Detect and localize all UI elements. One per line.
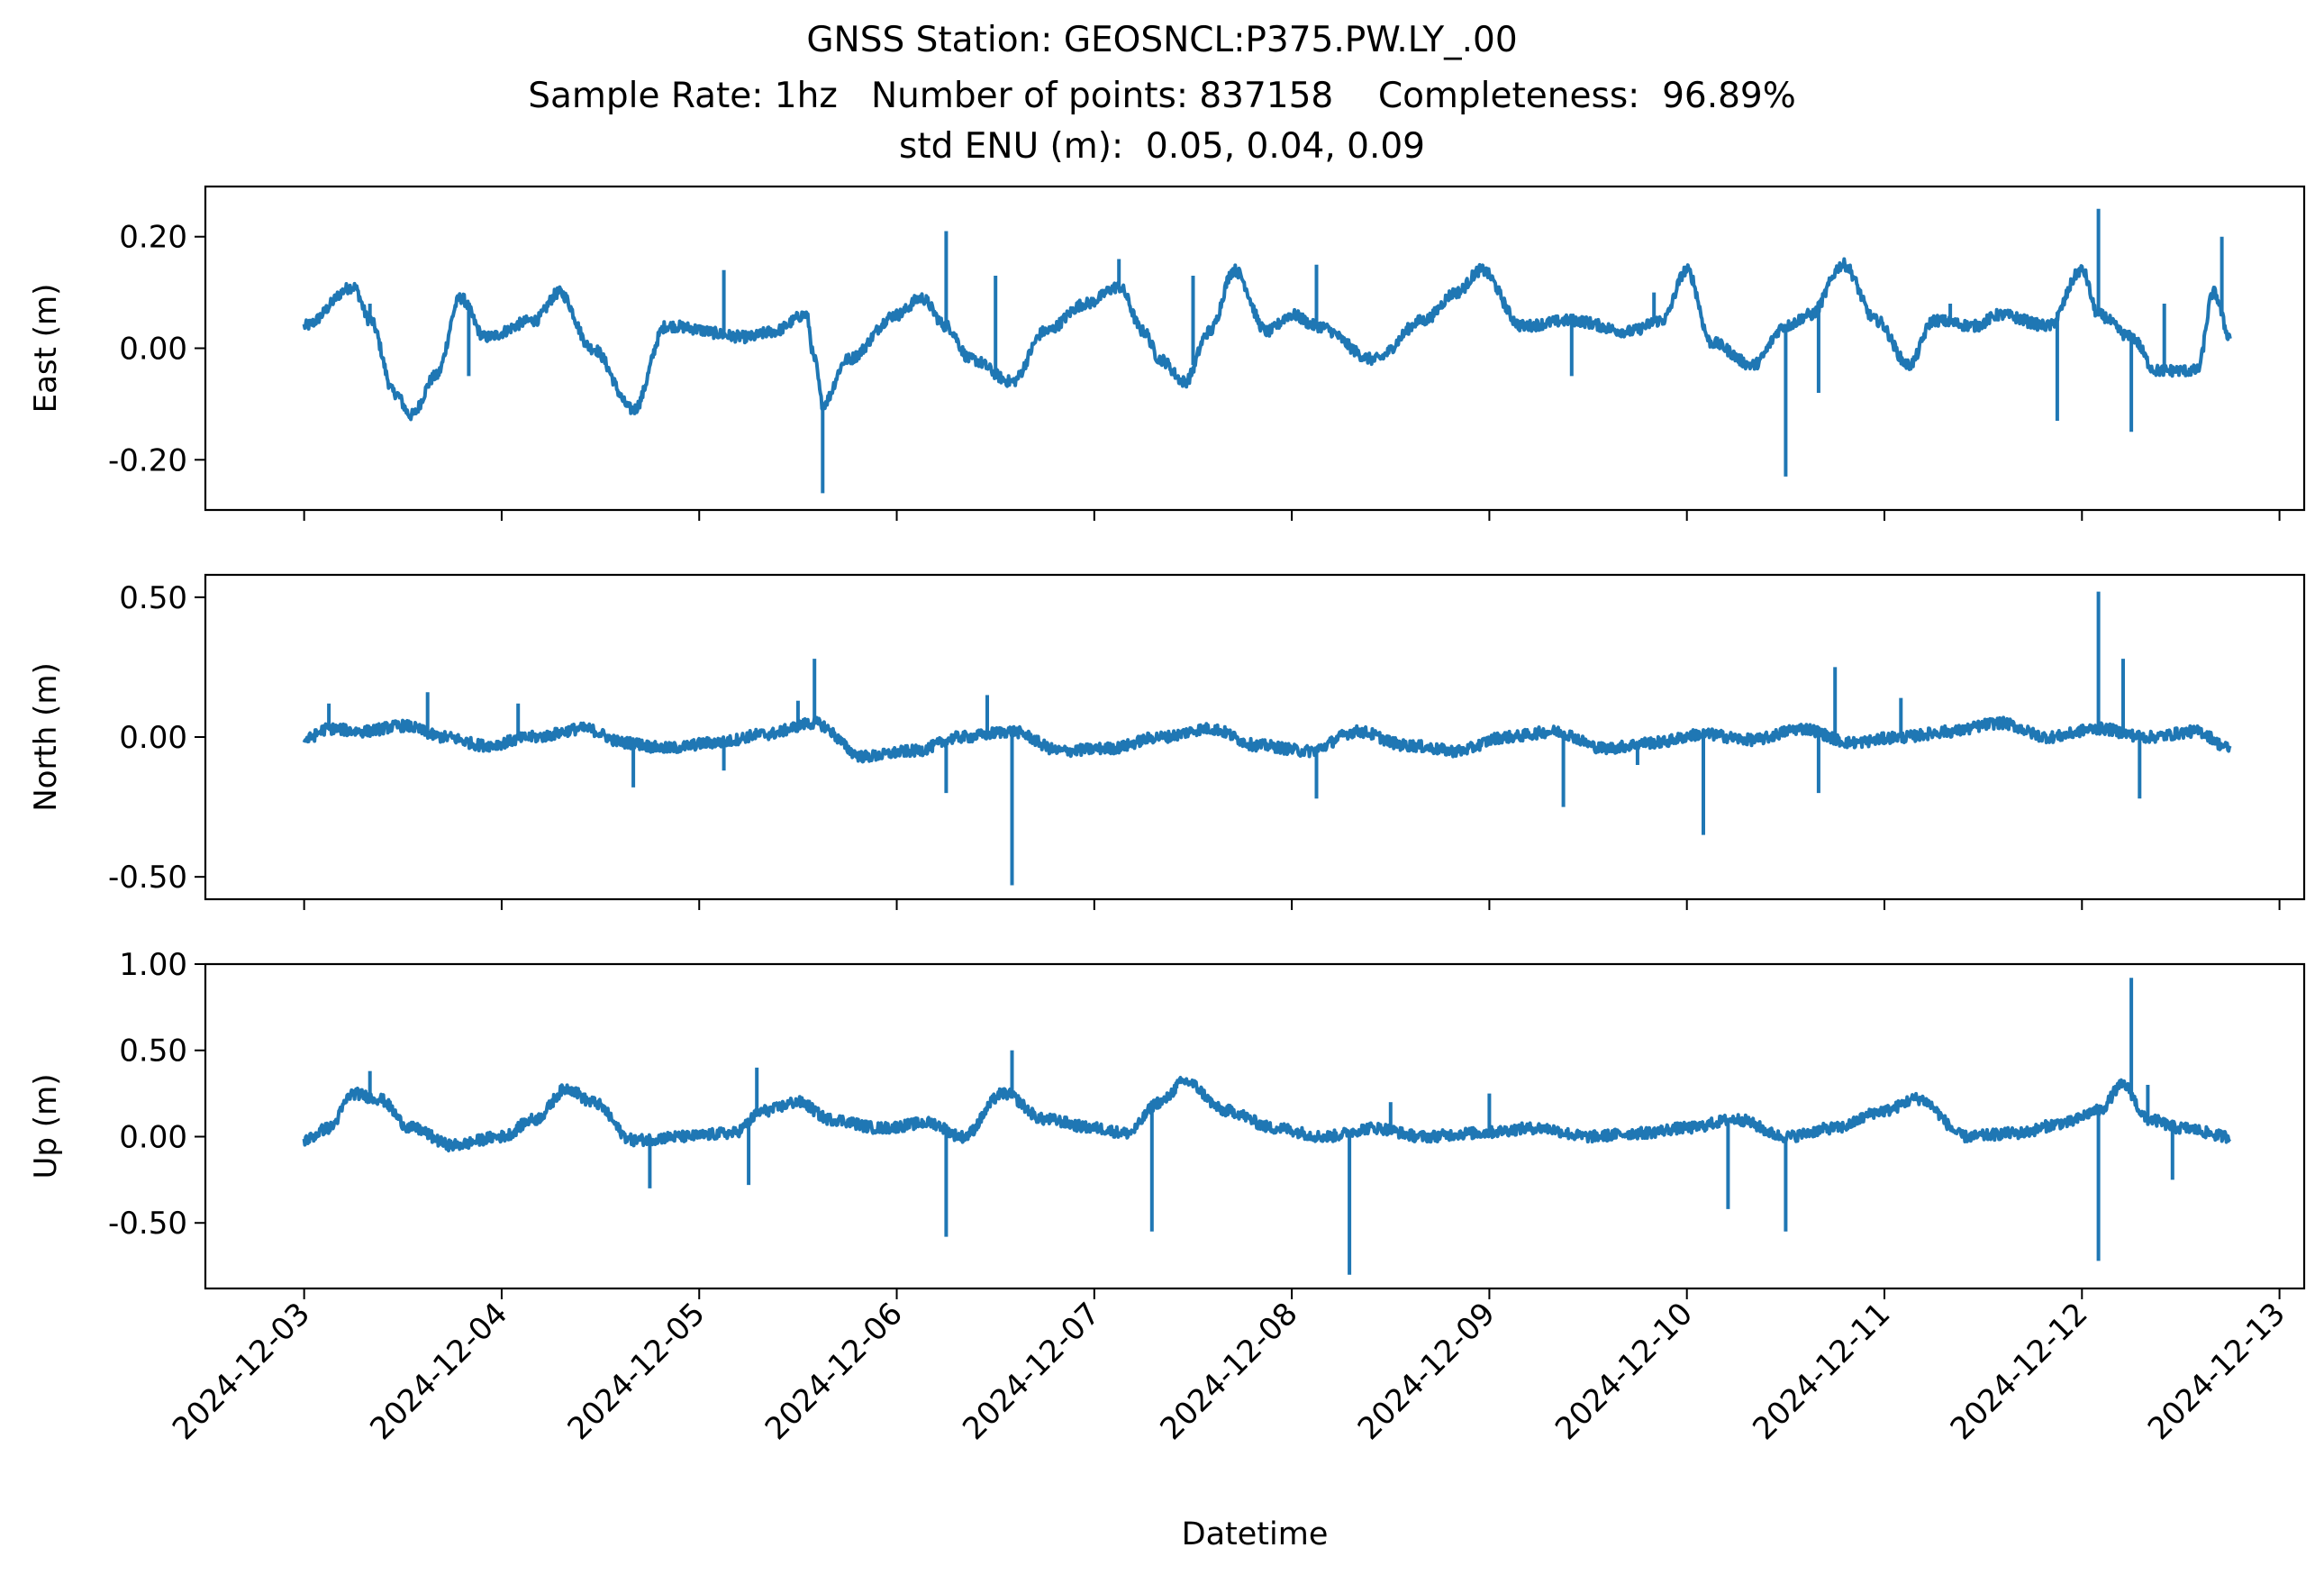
x-tick-label-0: 2024-12-03 — [166, 1296, 317, 1447]
x-tick-label-10: 2024-12-13 — [2141, 1296, 2292, 1447]
x-tick-label-4: 2024-12-07 — [956, 1296, 1107, 1447]
y-tick-label-north-1: 0.00 — [119, 720, 187, 756]
y-axis-label-north: North (m) — [28, 662, 64, 812]
y-tick-label-north-2: -0.50 — [108, 860, 187, 896]
x-tick-label-8: 2024-12-11 — [1746, 1296, 1897, 1447]
y-tick-label-up-0: 1.00 — [119, 947, 187, 983]
panel-up: 1.00 0.50 0.00 -0.50 Up (m) 2024-12-03 2024-12… — [28, 947, 2306, 1552]
x-tick-label-6: 2024-12-09 — [1351, 1296, 1502, 1447]
x-axis-label: Datetime — [1182, 1516, 1329, 1552]
title-line-sample-rate: Sample Rate: 1hz Number of points: 83715… — [528, 76, 1796, 116]
axes-frame-up — [204, 962, 2306, 1290]
y-tick-label-up-1: 0.50 — [119, 1033, 187, 1070]
y-axis-label-east: East (m) — [28, 284, 64, 414]
y-axis-label-up: Up (m) — [28, 1074, 64, 1179]
y-tick-label-up-3: -0.50 — [108, 1206, 187, 1242]
x-tick-label-5: 2024-12-08 — [1153, 1296, 1304, 1447]
y-tick-label-north-0: 0.50 — [119, 580, 187, 616]
y-tick-label-east-0: 0.20 — [119, 220, 187, 256]
y-tick-label-east-1: 0.00 — [119, 332, 187, 368]
y-tick-label-east-2: -0.20 — [108, 442, 187, 478]
panel-north: 0.50 0.00 -0.50 North (m) — [28, 573, 2306, 910]
series-line-north — [302, 715, 2232, 764]
title-line-std-enu: std ENU (m): 0.05, 0.04, 0.09 — [899, 126, 1425, 167]
x-tick-label-3: 2024-12-06 — [758, 1296, 910, 1447]
panel-east: 0.20 0.00 -0.20 East (m) — [28, 185, 2306, 521]
axes-frame-east — [204, 185, 2306, 512]
title-line-station: GNSS Station: GEOSNCL:P375.PW.LY_.00 — [806, 20, 1518, 60]
series-line-east — [302, 257, 2232, 422]
series-line-up — [302, 1076, 2232, 1152]
y-tick-label-up-2: 0.00 — [119, 1119, 187, 1155]
x-tick-label-7: 2024-12-10 — [1548, 1296, 1700, 1447]
x-tick-label-1: 2024-12-04 — [363, 1296, 514, 1447]
x-tick-label-9: 2024-12-12 — [1944, 1296, 2095, 1447]
x-tick-label-2: 2024-12-05 — [561, 1296, 713, 1447]
